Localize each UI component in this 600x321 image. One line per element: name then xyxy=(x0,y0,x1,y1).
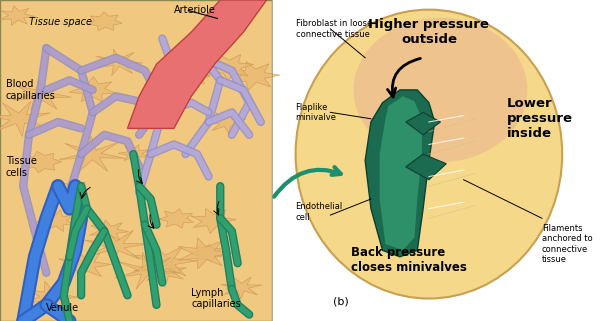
Text: Flaplike
minivalve: Flaplike minivalve xyxy=(296,103,337,122)
Polygon shape xyxy=(84,229,149,265)
Polygon shape xyxy=(0,6,35,25)
Polygon shape xyxy=(140,259,187,285)
Ellipse shape xyxy=(296,10,562,299)
Polygon shape xyxy=(178,68,210,86)
Text: Tissue
cells: Tissue cells xyxy=(6,156,37,178)
Polygon shape xyxy=(178,238,233,269)
Text: Back pressure
closes minivalves: Back pressure closes minivalves xyxy=(350,246,467,274)
Text: Higher pressure
outside: Higher pressure outside xyxy=(368,18,490,46)
Polygon shape xyxy=(59,136,126,172)
Polygon shape xyxy=(95,49,143,76)
Polygon shape xyxy=(0,101,51,137)
Polygon shape xyxy=(221,277,262,299)
Polygon shape xyxy=(58,179,89,196)
Polygon shape xyxy=(88,12,122,30)
Polygon shape xyxy=(90,220,128,242)
Text: Filaments
anchored to
connective
tissue: Filaments anchored to connective tissue xyxy=(542,224,593,264)
Text: Lymph
capillaries: Lymph capillaries xyxy=(191,288,241,309)
FancyBboxPatch shape xyxy=(0,0,272,321)
Polygon shape xyxy=(192,245,221,261)
Polygon shape xyxy=(13,78,71,110)
Polygon shape xyxy=(365,90,434,257)
Text: Arteriole: Arteriole xyxy=(174,4,216,15)
Polygon shape xyxy=(204,54,254,81)
Polygon shape xyxy=(59,250,111,280)
Text: Lower
pressure
inside: Lower pressure inside xyxy=(507,97,573,140)
FancyArrowPatch shape xyxy=(274,167,341,197)
Text: Tissue space: Tissue space xyxy=(29,17,92,28)
Polygon shape xyxy=(194,29,231,49)
Polygon shape xyxy=(118,144,150,162)
Polygon shape xyxy=(229,62,280,90)
Polygon shape xyxy=(191,208,236,234)
Polygon shape xyxy=(406,154,446,180)
Polygon shape xyxy=(24,152,62,173)
Polygon shape xyxy=(115,252,181,289)
Polygon shape xyxy=(158,209,194,228)
Polygon shape xyxy=(131,244,197,281)
Ellipse shape xyxy=(353,18,527,162)
Polygon shape xyxy=(37,210,76,232)
FancyArrowPatch shape xyxy=(388,58,421,97)
Polygon shape xyxy=(69,76,116,102)
Text: Venule: Venule xyxy=(46,303,79,313)
Polygon shape xyxy=(24,281,79,312)
Text: Fibroblast in loose
connective tissue: Fibroblast in loose connective tissue xyxy=(296,19,372,39)
Polygon shape xyxy=(206,112,247,134)
FancyBboxPatch shape xyxy=(272,0,580,321)
Polygon shape xyxy=(406,112,440,135)
Text: Endothelial
cell: Endothelial cell xyxy=(296,202,343,221)
Text: (b): (b) xyxy=(333,297,349,307)
Polygon shape xyxy=(380,96,422,250)
Polygon shape xyxy=(128,0,266,128)
Text: Blood
capillaries: Blood capillaries xyxy=(6,79,56,101)
